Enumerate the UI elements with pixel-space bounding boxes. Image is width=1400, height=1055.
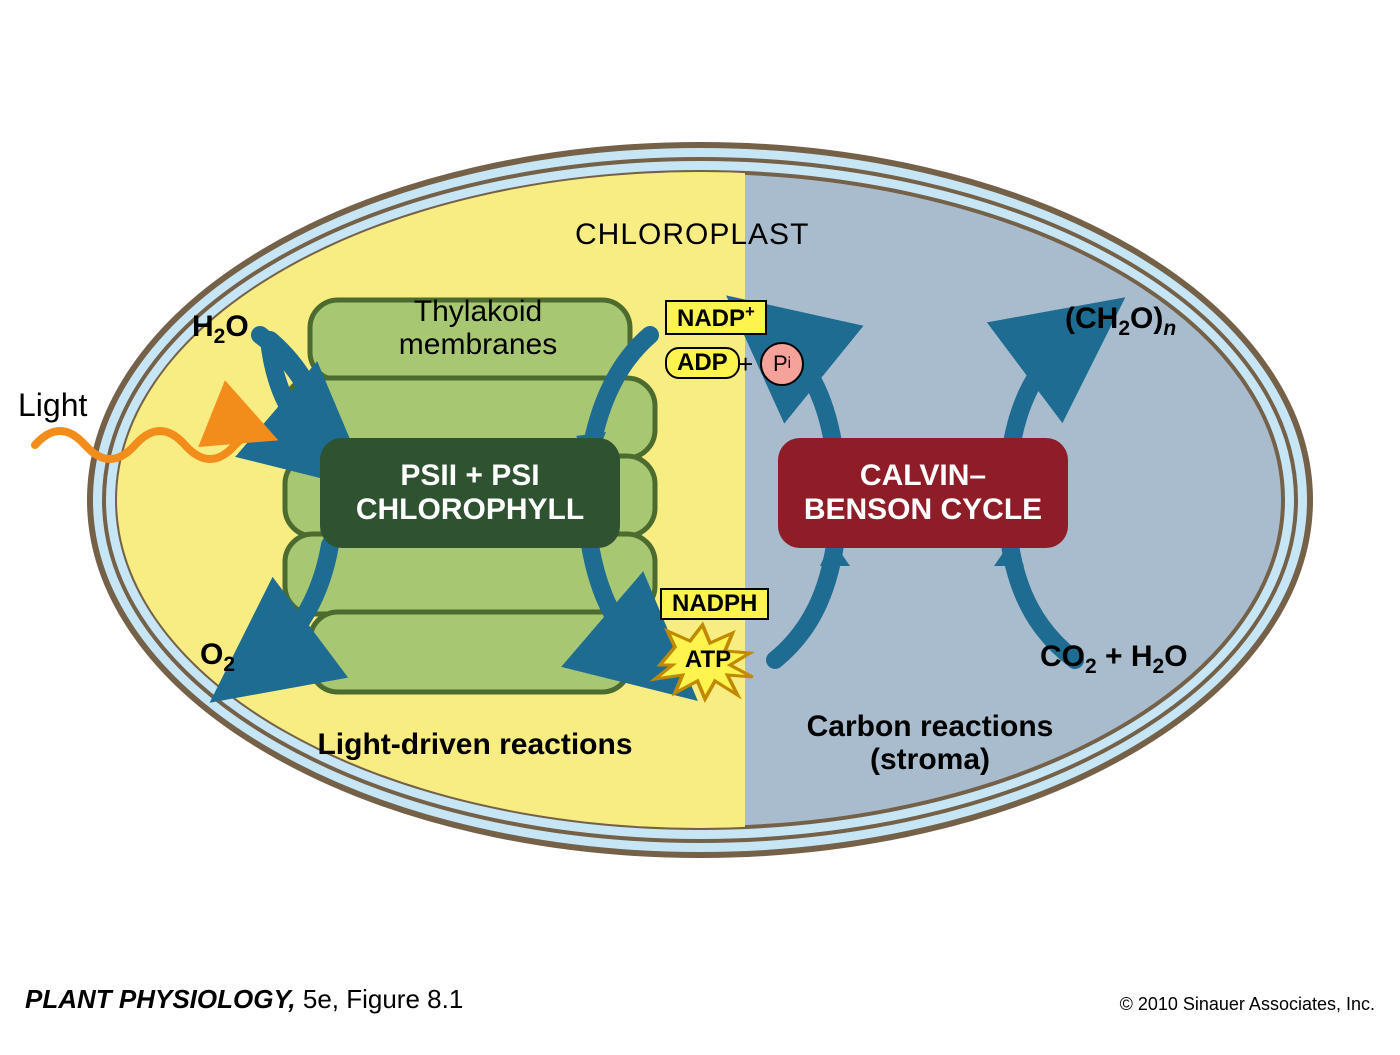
h2o-label: H2O: [192, 310, 249, 348]
diagram-svg: [0, 0, 1400, 1050]
plus-label: +: [738, 350, 753, 379]
calvin-box: CALVIN– BENSON CYCLE: [778, 438, 1068, 548]
light-region-label: Light-driven reactions: [295, 728, 655, 761]
figure-caption: PLANT PHYSIOLOGY, 5e, Figure 8.1: [25, 984, 463, 1015]
chloroplast-title: CHLOROPLAST: [575, 218, 809, 251]
nadp-tag: NADP+: [665, 300, 767, 335]
nadph-tag: NADPH: [660, 588, 769, 620]
thylakoid-label: Thylakoid membranes: [358, 295, 598, 361]
carbon-region-label: Carbon reactions (stroma): [790, 710, 1070, 776]
copyright: © 2010 Sinauer Associates, Inc.: [1120, 994, 1375, 1015]
o2-label: O2: [200, 638, 235, 676]
pi-circle: Pi: [760, 342, 804, 386]
atp-star: ATP: [658, 630, 758, 690]
ch2o-label: (CH2O)n: [1065, 302, 1176, 340]
adp-tag: ADP: [665, 347, 740, 379]
co2-h2o-label: CO2 + H2O: [1040, 640, 1188, 678]
light-label: Light: [18, 388, 87, 423]
ps-box: PSII + PSI CHLOROPHYLL: [320, 438, 620, 548]
chloroplast-diagram: CHLOROPLAST Light H2O O2 Thylakoid membr…: [0, 0, 1400, 1050]
